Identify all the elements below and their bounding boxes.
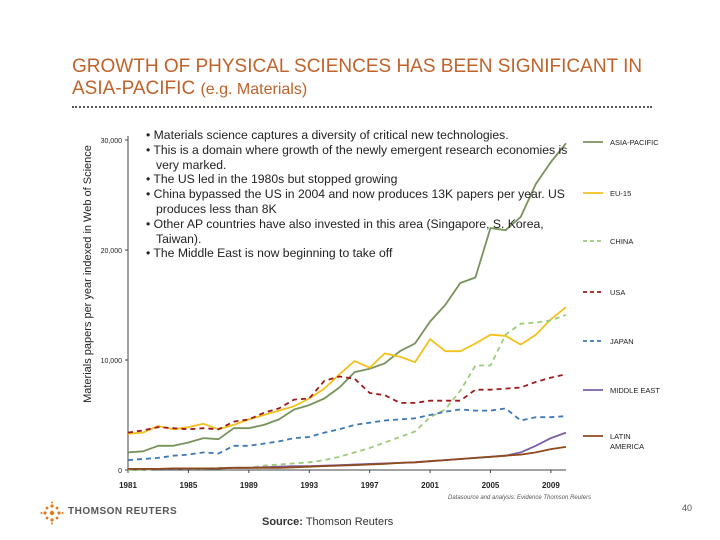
bullet-item: • Other AP countries have also invested …: [146, 216, 544, 246]
series-line-japan: [127, 407, 567, 461]
bullet-item: • The Middle East is now beginning to ta…: [146, 246, 393, 261]
x-tick-label: 2001: [421, 481, 439, 490]
slide-title: GROWTH OF PHYSICAL SCIENCES HAS BEEN SIG…: [72, 56, 672, 101]
x-tick-label: 1985: [180, 481, 198, 490]
y-tick-label: 10,000: [101, 358, 123, 365]
chart-credit: Datasource and analysis: Evidence Thomso…: [448, 495, 592, 501]
series-line-middle-east: [128, 431, 567, 470]
source-value: Thomson Reuters: [302, 516, 394, 528]
y-tick-label: 20,000: [101, 248, 123, 255]
page-number: 40: [682, 503, 693, 513]
legend-label: AMERICA: [610, 442, 644, 451]
y-tick-label: 30,000: [101, 138, 123, 145]
source-label: Source:: [262, 516, 303, 528]
source-note: Source: Thomson Reuters: [262, 516, 393, 528]
bullet-item: • Materials science captures a diversity…: [146, 128, 509, 142]
logo-text: THOMSON REUTERS: [68, 506, 178, 517]
y-tick-label: 0: [118, 468, 122, 475]
legend-label: CHINA: [610, 237, 633, 246]
x-tick-label: 2009: [542, 481, 560, 490]
x-tick-label: 1997: [361, 481, 379, 490]
bullet-item: • This is a domain where growth of the n…: [146, 142, 568, 172]
legend-label: JAPAN: [610, 337, 634, 346]
x-tick-label: 1989: [240, 481, 258, 490]
bullet-item: • China bypassed the US in 2004 and now …: [146, 187, 565, 216]
chart-legend: ASIA-PACIFIC EU-15 CHINA USA JAPAN MIDDLE EAS…: [583, 138, 660, 451]
series-line-asia-pacific: [127, 142, 567, 454]
series-line-china: [128, 314, 567, 471]
series-line-latin-america: [128, 446, 567, 470]
legend-label: USA: [610, 288, 625, 297]
x-tick-label: 1981: [119, 481, 137, 490]
x-tick-label: 2005: [482, 481, 500, 490]
legend-label: LATIN: [610, 432, 631, 441]
legend-label: MIDDLE EAST: [610, 386, 660, 395]
bullet-list: • Materials science captures a diversity…: [142, 128, 582, 261]
slide-title-main: GROWTH OF PHYSICAL SCIENCES HAS BEEN SIG…: [72, 56, 643, 99]
thomson-reuters-logo-icon: [40, 501, 64, 525]
series-line-usa: [127, 373, 567, 434]
series-line-eu-15: [127, 306, 567, 435]
title-divider: [72, 106, 652, 108]
chart-lines: [127, 142, 567, 471]
bullet-item: • The US led in the 1980s but stopped gr…: [146, 172, 398, 187]
legend-label: EU-15: [610, 189, 631, 198]
x-tick-label: 1993: [300, 481, 318, 490]
chart-axes: 0 10,000 20,000 30,000 1981 1985 1989 1993 1997 2…: [101, 136, 566, 490]
slide-title-sub: (e.g. Materials): [200, 81, 308, 98]
legend-label: ASIA-PACIFIC: [610, 138, 659, 147]
